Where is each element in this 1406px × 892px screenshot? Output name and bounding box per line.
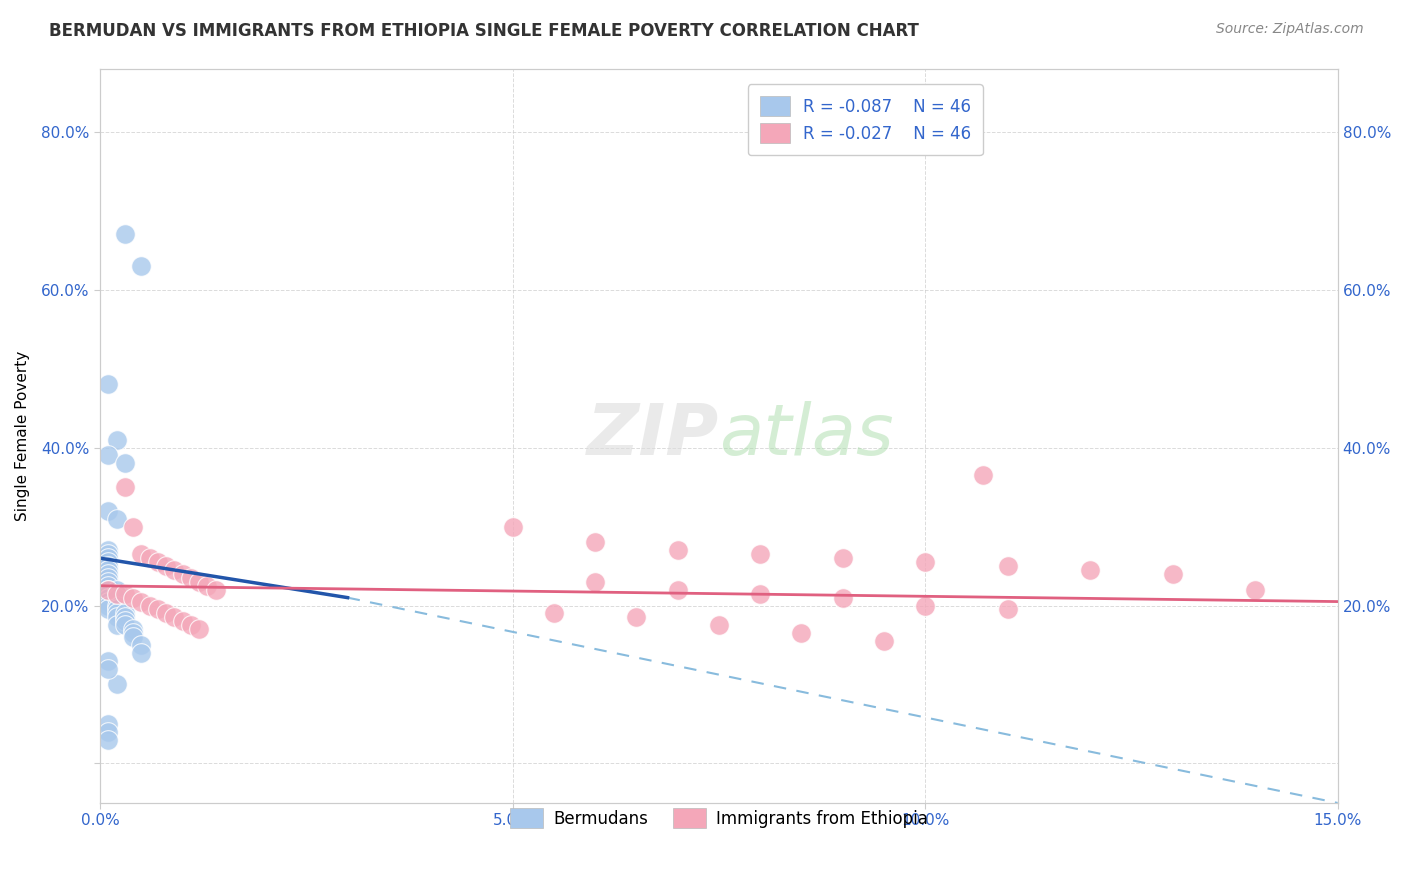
- Point: [114, 607, 136, 621]
- Point: [114, 456, 136, 470]
- Point: [97, 551, 120, 566]
- Point: [97, 599, 120, 613]
- Point: [180, 618, 202, 632]
- Point: [146, 602, 169, 616]
- Point: [155, 607, 177, 621]
- Text: ZIP: ZIP: [586, 401, 718, 470]
- Point: [204, 582, 226, 597]
- Point: [97, 591, 120, 605]
- Point: [146, 555, 169, 569]
- Point: [105, 599, 128, 613]
- Text: BERMUDAN VS IMMIGRANTS FROM ETHIOPIA SINGLE FEMALE POVERTY CORRELATION CHART: BERMUDAN VS IMMIGRANTS FROM ETHIOPIA SIN…: [49, 22, 920, 40]
- Point: [97, 582, 120, 597]
- Point: [831, 591, 853, 605]
- Point: [122, 626, 145, 640]
- Point: [1244, 582, 1267, 597]
- Point: [129, 646, 152, 660]
- Point: [97, 559, 120, 574]
- Point: [502, 519, 524, 533]
- Point: [188, 622, 211, 636]
- Point: [97, 543, 120, 558]
- Point: [163, 610, 186, 624]
- Point: [997, 602, 1019, 616]
- Point: [626, 610, 648, 624]
- Y-axis label: Single Female Poverty: Single Female Poverty: [15, 351, 30, 521]
- Point: [707, 618, 730, 632]
- Point: [114, 610, 136, 624]
- Point: [129, 259, 152, 273]
- Point: [97, 555, 120, 569]
- Point: [97, 724, 120, 739]
- Point: [97, 662, 120, 676]
- Point: [97, 571, 120, 585]
- Point: [138, 599, 160, 613]
- Point: [195, 579, 218, 593]
- Point: [1078, 563, 1101, 577]
- Point: [138, 551, 160, 566]
- Point: [749, 587, 772, 601]
- Point: [97, 504, 120, 518]
- Point: [790, 626, 813, 640]
- Point: [105, 602, 128, 616]
- Point: [97, 449, 120, 463]
- Point: [997, 559, 1019, 574]
- Point: [114, 618, 136, 632]
- Point: [583, 574, 606, 589]
- Point: [114, 480, 136, 494]
- Point: [97, 582, 120, 597]
- Point: [97, 579, 120, 593]
- Point: [172, 566, 194, 581]
- Point: [97, 563, 120, 577]
- Point: [873, 634, 896, 648]
- Point: [666, 582, 689, 597]
- Point: [105, 587, 128, 601]
- Text: Source: ZipAtlas.com: Source: ZipAtlas.com: [1216, 22, 1364, 37]
- Point: [972, 468, 994, 483]
- Point: [188, 574, 211, 589]
- Point: [749, 547, 772, 561]
- Point: [97, 594, 120, 608]
- Point: [105, 618, 128, 632]
- Point: [114, 587, 136, 601]
- Point: [97, 587, 120, 601]
- Point: [105, 511, 128, 525]
- Point: [97, 732, 120, 747]
- Point: [666, 543, 689, 558]
- Point: [1161, 566, 1184, 581]
- Point: [97, 717, 120, 731]
- Point: [122, 591, 145, 605]
- Point: [105, 610, 128, 624]
- Point: [163, 563, 186, 577]
- Point: [129, 594, 152, 608]
- Point: [97, 602, 120, 616]
- Point: [155, 559, 177, 574]
- Point: [180, 571, 202, 585]
- Point: [129, 547, 152, 561]
- Point: [122, 519, 145, 533]
- Point: [97, 377, 120, 392]
- Point: [97, 654, 120, 668]
- Point: [122, 630, 145, 644]
- Point: [543, 607, 565, 621]
- Point: [105, 582, 128, 597]
- Text: atlas: atlas: [718, 401, 893, 470]
- Point: [105, 591, 128, 605]
- Point: [114, 615, 136, 629]
- Point: [97, 574, 120, 589]
- Point: [914, 555, 936, 569]
- Point: [831, 551, 853, 566]
- Point: [122, 622, 145, 636]
- Point: [129, 638, 152, 652]
- Point: [583, 535, 606, 549]
- Point: [914, 599, 936, 613]
- Point: [97, 547, 120, 561]
- Point: [97, 566, 120, 581]
- Point: [105, 607, 128, 621]
- Point: [105, 433, 128, 447]
- Point: [105, 677, 128, 691]
- Point: [172, 615, 194, 629]
- Legend: Bermudans, Immigrants from Ethiopia: Bermudans, Immigrants from Ethiopia: [503, 801, 935, 835]
- Point: [114, 227, 136, 242]
